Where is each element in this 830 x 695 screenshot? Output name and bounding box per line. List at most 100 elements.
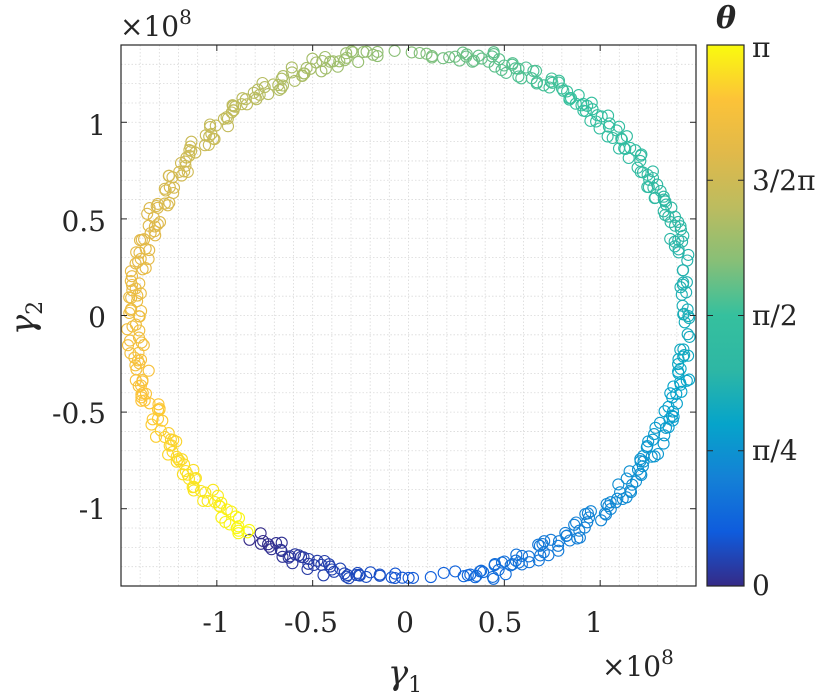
- data-point: [389, 567, 402, 580]
- data-point: [176, 468, 189, 481]
- x-tick-label: 0: [396, 606, 414, 639]
- data-point: [175, 453, 188, 466]
- data-point: [187, 484, 200, 497]
- data-point: [133, 246, 146, 259]
- data-point: [159, 184, 172, 197]
- data-point: [311, 554, 324, 567]
- data-point: [667, 410, 680, 423]
- data-point: [670, 397, 683, 410]
- data-point: [677, 307, 690, 320]
- data-point: [512, 70, 525, 83]
- y-axis-label: γ2: [3, 301, 48, 335]
- data-point: [345, 45, 358, 58]
- data-point: [603, 117, 616, 130]
- data-point: [124, 265, 137, 278]
- data-point: [475, 52, 488, 65]
- data-point: [181, 165, 194, 178]
- data-point: [651, 447, 665, 461]
- data-point: [658, 405, 671, 418]
- data-point: [197, 494, 210, 507]
- data-point: [148, 225, 161, 238]
- data-point: [488, 557, 501, 571]
- data-point: [183, 143, 196, 157]
- data-point: [227, 104, 240, 117]
- data-point: [262, 88, 275, 101]
- data-point: [640, 441, 653, 454]
- data-point: [582, 511, 596, 524]
- data-point: [424, 571, 437, 584]
- y-multiplier: ×108: [120, 5, 192, 43]
- data-point: [121, 323, 134, 336]
- data-point: [163, 439, 176, 452]
- data-point: [340, 570, 353, 583]
- data-point: [654, 184, 667, 198]
- data-point: [674, 343, 687, 356]
- data-point: [213, 499, 226, 512]
- data-point: [492, 563, 505, 576]
- data-point: [133, 234, 147, 247]
- data-point: [543, 81, 556, 94]
- data-point: [350, 568, 363, 582]
- data-point: [506, 58, 519, 71]
- data-point: [420, 47, 433, 60]
- data-point: [683, 373, 696, 386]
- data-point: [247, 86, 260, 99]
- data-point: [236, 92, 249, 105]
- data-point: [133, 357, 146, 370]
- data-point: [275, 544, 288, 558]
- y-tick-label: -1: [79, 493, 106, 526]
- data-point: [498, 555, 511, 568]
- data-point: [515, 549, 529, 562]
- data-point: [276, 79, 290, 92]
- data-point: [265, 543, 278, 556]
- x-multiplier: ×108: [602, 645, 674, 683]
- data-point: [425, 50, 439, 63]
- data-point: [272, 79, 285, 92]
- data-point: [240, 98, 254, 111]
- data-point: [163, 181, 176, 194]
- data-point: [538, 535, 551, 548]
- data-point: [163, 196, 176, 209]
- data-point: [148, 220, 161, 233]
- data-point: [482, 55, 495, 68]
- data-point: [263, 540, 276, 553]
- data-point: [634, 453, 647, 466]
- colorbar: [706, 44, 745, 587]
- data-point: [317, 569, 330, 582]
- data-point: [646, 433, 659, 446]
- data-point: [142, 364, 155, 377]
- data-point: [645, 450, 658, 463]
- colorbar-tick-label: π/4: [752, 434, 798, 467]
- x-tick-label: -0.5: [284, 606, 338, 639]
- data-point: [515, 558, 528, 571]
- data-point: [151, 403, 165, 416]
- data-point: [217, 112, 230, 125]
- data-point: [542, 549, 555, 562]
- data-point: [611, 492, 624, 505]
- data-point: [340, 51, 353, 64]
- data-point: [241, 526, 254, 539]
- data-point: [477, 566, 490, 579]
- data-point: [202, 138, 215, 151]
- data-point: [635, 148, 648, 161]
- data-point: [681, 328, 694, 341]
- data-point: [230, 522, 243, 535]
- data-point: [475, 564, 488, 577]
- data-point: [139, 262, 152, 275]
- data-point: [223, 518, 236, 531]
- data-point: [559, 526, 572, 539]
- data-point: [620, 472, 633, 485]
- data-point: [413, 46, 426, 60]
- data-point: [449, 50, 462, 63]
- data-point: [467, 54, 480, 67]
- data-point: [275, 82, 288, 95]
- data-point: [544, 533, 557, 546]
- data-point: [275, 72, 288, 85]
- data-point: [443, 51, 456, 64]
- data-point: [141, 207, 154, 220]
- data-point: [221, 120, 235, 133]
- data-point: [149, 430, 163, 443]
- data-point: [667, 380, 680, 393]
- data-point: [251, 83, 264, 96]
- data-point: [601, 130, 614, 143]
